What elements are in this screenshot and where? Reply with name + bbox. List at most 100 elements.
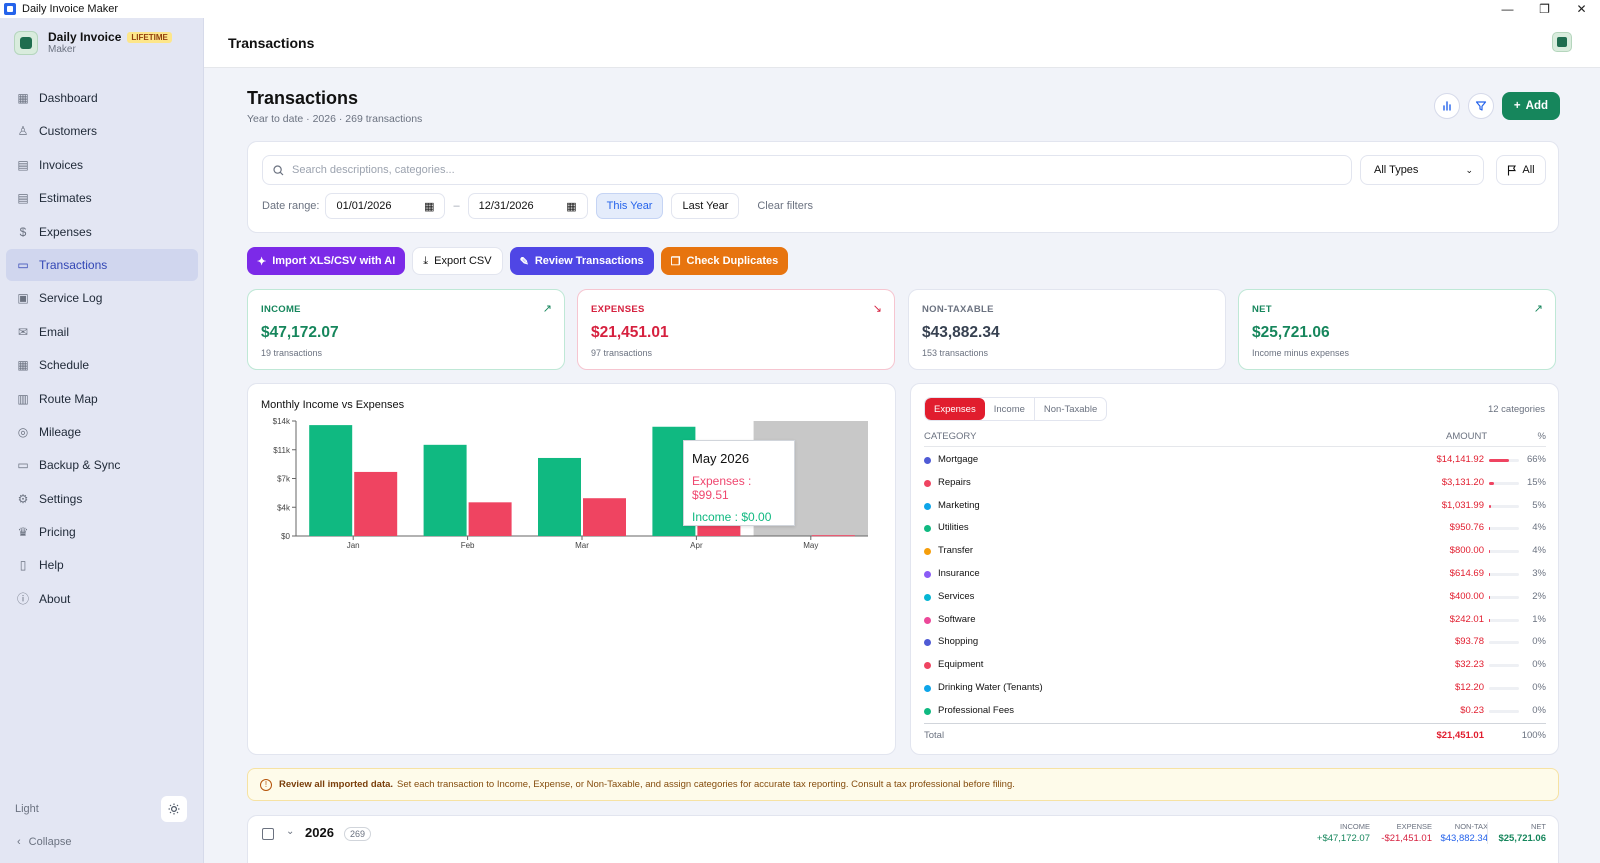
sidebar-item-email[interactable]: ✉ Email [6, 316, 198, 348]
category-color-dot [924, 616, 931, 624]
minimize-button[interactable]: — [1501, 2, 1514, 16]
category-type-tabs: Expenses Income Non-Taxable [924, 397, 1108, 421]
bar-expenses-mar [583, 498, 626, 536]
category-row[interactable]: Transfer $800.00 4% [924, 541, 1546, 564]
category-row[interactable]: Shopping $93.78 0% [924, 632, 1546, 655]
arrow-up-right-icon: ↗ [1533, 303, 1543, 315]
y-tick-label: $14k [273, 417, 291, 426]
sidebar-item-dashboard[interactable]: ▦ Dashboard [6, 82, 198, 114]
last-year-button[interactable]: Last Year [671, 193, 740, 219]
sidebar-item-mileage[interactable]: ◎ Mileage [6, 416, 198, 448]
sidebar-item-help[interactable]: ▯ Help [6, 549, 198, 581]
export-csv-button[interactable]: ⤓ Export CSV [412, 247, 503, 275]
category-share-bar [1489, 618, 1519, 622]
review-transactions-button[interactable]: ✎ Review Transactions [509, 247, 654, 275]
filter-toggle-button[interactable] [1467, 93, 1494, 119]
chevron-down-icon[interactable]: ⌄ [286, 826, 295, 837]
type-select-value: All Types [1374, 164, 1419, 176]
category-amount: $14,141.92 [1436, 454, 1484, 465]
category-row[interactable]: Drinking Water (Tenants) $12.20 0% [924, 678, 1546, 701]
category-percent: 66% [1526, 454, 1546, 465]
x-tick-label: Jan [347, 541, 360, 550]
category-share-bar [1489, 641, 1519, 645]
y-tick-label: $0 [281, 532, 290, 541]
sidebar-item-transactions[interactable]: ▭ Transactions [6, 248, 198, 281]
category-row[interactable]: Software $242.01 1% [924, 610, 1546, 633]
sidebar-item-backup-sync[interactable]: ▭ Backup & Sync [6, 449, 198, 481]
category-name: Utilities [938, 522, 969, 534]
sidebar-item-route-map[interactable]: ▥ Route Map [6, 383, 198, 415]
sidebar-item-pricing[interactable]: ♛ Pricing [6, 516, 198, 548]
plus-icon: + [1513, 100, 1521, 112]
sidebar-item-label: Schedule [39, 358, 90, 373]
expenses-value: $21,451.01 [591, 324, 669, 341]
category-row[interactable]: Utilities $950.76 4% [924, 518, 1546, 541]
year-group-header: ⌄ 2026 269 INCOME +$47,172.07 EXPENSE -$… [247, 815, 1559, 863]
this-year-button[interactable]: This Year [595, 193, 664, 219]
category-percent: 4% [1532, 545, 1546, 557]
top-header: Transactions [204, 18, 1600, 68]
date-from-input[interactable]: 01/01/2026 ▦ [325, 193, 446, 219]
category-share-fill [1489, 459, 1509, 462]
category-row[interactable]: Marketing $1,031.99 5% [924, 496, 1546, 519]
sidebar-item-label: Service Log [39, 291, 103, 306]
category-amount: $614.69 [1449, 567, 1484, 579]
category-row[interactable]: Equipment $32.23 0% [924, 655, 1546, 678]
flag-filter-button[interactable]: All [1496, 155, 1546, 185]
category-row[interactable]: Mortgage $14,141.92 66% [924, 450, 1546, 473]
card-icon: ▭ [17, 257, 29, 272]
sidebar-item-schedule[interactable]: ▦ Schedule [6, 349, 198, 381]
category-row[interactable]: Professional Fees $0.23 0% [924, 701, 1546, 724]
tab-expenses[interactable]: Expenses [925, 398, 985, 420]
clear-filters-link[interactable]: Clear filters [757, 200, 813, 212]
category-color-dot [924, 548, 931, 556]
brand-name: Daily Invoice [48, 30, 122, 44]
sidebar-item-estimates[interactable]: ▤ Estimates [6, 182, 198, 214]
import-ai-button[interactable]: ✦ Import XLS/CSV with AI [247, 247, 406, 275]
sidebar-item-label: Route Map [39, 391, 98, 406]
collapse-sidebar-button[interactable]: ‹ Collapse [17, 836, 71, 848]
date-to-input[interactable]: 12/31/2026 ▦ [467, 193, 588, 219]
category-name: Shopping [938, 636, 979, 648]
chart-toggle-button[interactable] [1433, 93, 1460, 119]
check-duplicates-button[interactable]: ❐ Check Duplicates [660, 247, 789, 275]
date-range-label: Date range: [262, 200, 320, 212]
sidebar-item-about[interactable]: ⓘ About [6, 583, 198, 615]
avatar[interactable] [1552, 32, 1572, 52]
theme-toggle-button[interactable] [161, 796, 187, 822]
category-color-dot [924, 457, 931, 464]
sidebar-item-label: Backup & Sync [39, 458, 121, 473]
type-select[interactable]: All Types ⌄ [1360, 155, 1484, 185]
select-year-checkbox[interactable] [262, 828, 274, 840]
category-percent: 1% [1532, 613, 1546, 625]
category-name: Marketing [938, 499, 980, 511]
year-net-value: $25,721.06 [1498, 833, 1546, 844]
estimate-icon: ▤ [17, 191, 29, 206]
tab-non-taxable[interactable]: Non-Taxable [1033, 398, 1106, 420]
maximize-button[interactable]: ❐ [1539, 2, 1550, 16]
search-input[interactable]: Search descriptions, categories... [262, 155, 1352, 185]
sidebar-item-expenses[interactable]: $ Expenses [6, 216, 198, 248]
category-share-fill [1489, 504, 1491, 508]
category-amount: $400.00 [1449, 590, 1484, 602]
category-color-dot [924, 525, 931, 533]
year-income-summary: INCOME +$47,172.07 [1317, 822, 1370, 844]
category-row[interactable]: Services $400.00 2% [924, 587, 1546, 610]
tab-income[interactable]: Income [993, 403, 1025, 415]
category-amount: $800.00 [1449, 545, 1484, 557]
sidebar-item-service-log[interactable]: ▣ Service Log [6, 282, 198, 314]
income-value: $47,172.07 [261, 324, 339, 341]
category-row[interactable]: Insurance $614.69 3% [924, 564, 1546, 587]
bar-expenses-jan [354, 471, 398, 536]
category-row[interactable]: Repairs $3,131.20 15% [924, 473, 1546, 496]
expenses-stat-card: EXPENSES ↘ $21,451.01 97 transactions [577, 289, 895, 370]
sidebar-item-settings[interactable]: ⚙ Settings [6, 483, 198, 515]
close-window-button[interactable]: ✕ [1576, 2, 1587, 16]
monthly-bar-chart[interactable]: $0 $4k $7k $11k $14k Jan Feb Mar Apr May [248, 384, 897, 756]
category-percent: 15% [1526, 476, 1546, 488]
add-transaction-button[interactable]: + Add [1501, 92, 1560, 120]
year-nontax-summary: NON-TAX $43,882.34 [1440, 822, 1488, 844]
sidebar-item-customers[interactable]: ♙ Customers [6, 115, 198, 147]
income-label: INCOME [261, 304, 301, 315]
sidebar-item-invoices[interactable]: ▤ Invoices [6, 149, 198, 181]
